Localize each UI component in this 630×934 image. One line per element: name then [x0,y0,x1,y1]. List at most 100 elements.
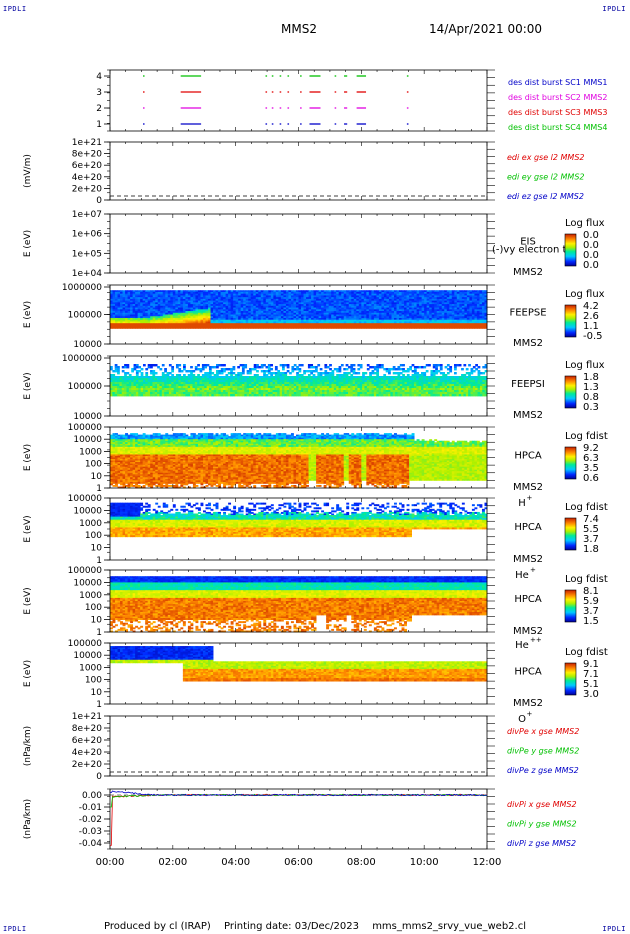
heatmap-cell [137,298,141,302]
heatmap-cell [172,295,176,298]
heatmap-cell [270,368,273,371]
heatmap-cell [162,298,166,302]
heatmap-cell [172,307,176,310]
heatmap-cell [137,312,141,315]
heatmap-cell [165,302,169,305]
heatmap-cell [411,326,415,329]
heatmap-cell [155,314,159,317]
heatmap-cell [162,302,166,305]
heatmap-cell [180,370,184,373]
heatmap-cell [318,326,322,329]
heatmap-cell [172,304,176,307]
heatmap-cell [162,295,166,298]
panel-10-ytick-label: 4e+20 [72,748,103,758]
heatmap-cell [232,368,236,371]
heatmap-cell [110,307,113,310]
heatmap-cell [225,368,229,371]
heatmap-cell [322,394,325,397]
corner-label-top-left: IPDLI [3,5,27,13]
heatmap-cell [239,364,243,367]
heatmap-cell [147,324,151,328]
heatmap-cell [140,326,144,329]
heatmap-cell [125,323,128,326]
heatmap-cell [172,317,176,321]
heatmap-cell [399,326,402,329]
heatmap-cell [131,394,134,397]
heatmap-cell [145,394,149,397]
heatmap-cell [172,316,176,319]
heatmap-cell [155,307,159,310]
heatmap-cell [152,364,156,367]
heatmap-cell [110,321,113,324]
heatmap-cell [126,394,130,397]
heatmap-cell [256,366,259,369]
heatmap-cell [117,321,121,324]
heatmap-cell [127,309,131,312]
heatmap-cell [201,368,205,371]
heatmap-cell [270,326,274,329]
heatmap-cell [162,305,166,308]
heatmap-cell [279,394,283,397]
heatmap-cell [177,300,181,303]
heatmap-cell [147,311,151,314]
heatmap-cell [112,311,116,314]
heatmap-cell [172,311,176,314]
heatmap-cell [253,394,257,397]
heatmap-cell [218,372,222,375]
panel-1-ytick-label: 4 [96,72,102,82]
panel-3-ytick-label: 1e+06 [72,230,103,240]
heatmap-cell [206,394,210,397]
heatmap-cell [152,293,156,296]
heatmap-cell [119,394,123,397]
heatmap-cell [246,394,250,397]
heatmap-cell [122,312,126,315]
heatmap-cell [172,319,176,322]
heatmap-cell [110,300,113,303]
heatmap-cell [260,394,264,397]
heatmap-cell [117,302,121,305]
heatmap-cell [132,317,136,321]
heatmap-cell [162,321,166,324]
heatmap-cell [132,323,136,326]
heatmap-cell [167,305,171,308]
heatmap-cell [175,324,179,328]
heatmap-cell [167,291,171,295]
heatmap-cell [227,372,231,375]
heatmap-cell [170,305,174,308]
heatmap-cell [132,326,136,329]
heatmap-cell [162,291,166,295]
heatmap-cell [152,326,156,329]
heatmap-cell [128,394,132,397]
heatmap-cell [263,394,266,397]
heatmap-cell [185,291,189,295]
heatmap-cell [199,394,203,397]
heatmap-cell [182,309,186,312]
heatmap-cell [180,314,184,317]
heatmap-cell [175,290,179,293]
heatmap-cell [155,312,159,315]
heatmap-cell [135,312,139,315]
heatmap-cell [256,370,259,373]
heatmap-cell [274,368,278,371]
heatmap-cell [112,293,116,296]
panel-3-ytick-label: 1e+04 [72,269,103,279]
heatmap-cell [132,298,136,302]
heatmap-cell [110,295,113,298]
heatmap-cell [157,312,161,315]
heatmap-cell [130,290,134,293]
heatmap-cell [272,372,276,375]
heatmap-cell [175,298,179,302]
heatmap-cell [160,293,164,296]
heatmap-cell [434,326,438,329]
heatmap-cell [180,307,184,310]
heatmap-cell [177,307,181,310]
heatmap-cell [215,326,219,329]
heatmap-cell [303,394,306,397]
heatmap-cell [162,304,166,307]
heatmap-cell [137,295,141,298]
heatmap-cell [120,295,123,298]
heatmap-cell [125,304,128,307]
heatmap-cell [140,298,144,302]
plot-date: 14/Apr/2021 00:00 [429,22,542,36]
panel-3-ytick-label: 1e+05 [72,249,102,259]
